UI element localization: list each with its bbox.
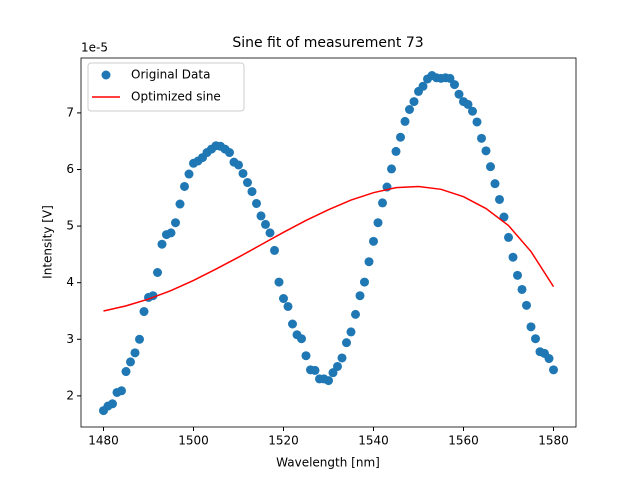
data-point xyxy=(544,354,554,364)
data-point xyxy=(351,309,360,319)
data-point xyxy=(369,236,378,246)
data-point xyxy=(342,338,351,348)
x-tick-label: 1520 xyxy=(268,434,299,448)
y-tick-label: 3 xyxy=(66,332,74,346)
data-point xyxy=(508,252,518,262)
data-point xyxy=(126,357,135,367)
data-point xyxy=(346,327,356,337)
data-point xyxy=(175,199,185,209)
legend-label: Optimized sine xyxy=(131,90,221,104)
data-point xyxy=(445,73,455,83)
data-point xyxy=(337,353,347,363)
data-point xyxy=(288,319,297,329)
data-point xyxy=(418,81,428,91)
data-point xyxy=(387,164,396,174)
data-point xyxy=(297,334,306,344)
data-point xyxy=(301,351,311,361)
data-point xyxy=(279,294,288,304)
y-tick-label: 6 xyxy=(66,162,74,176)
data-point xyxy=(499,212,509,222)
data-point xyxy=(153,267,162,277)
data-point xyxy=(472,117,482,127)
x-tick-label: 1500 xyxy=(178,434,209,448)
data-point xyxy=(184,169,194,179)
data-point xyxy=(252,198,261,208)
data-point xyxy=(310,365,320,375)
data-point xyxy=(549,365,558,375)
x-tick-label: 1480 xyxy=(88,434,119,448)
data-point xyxy=(355,291,365,301)
data-point xyxy=(283,301,293,311)
plot-frame xyxy=(80,57,577,428)
data-point xyxy=(121,367,131,377)
data-point xyxy=(171,218,180,228)
legend-marker xyxy=(101,70,111,80)
data-point xyxy=(364,257,374,267)
data-point xyxy=(261,219,270,229)
data-point xyxy=(333,361,342,371)
x-tick-label: 1560 xyxy=(448,434,479,448)
x-axis-label: Wavelength [nm] xyxy=(276,456,380,470)
legend-label: Original Data xyxy=(131,68,210,82)
y-tick-label: 2 xyxy=(66,388,74,402)
data-point xyxy=(531,334,540,344)
data-point xyxy=(378,198,387,208)
data-point xyxy=(238,168,248,178)
data-point xyxy=(477,133,486,143)
data-point xyxy=(130,348,140,358)
data-point xyxy=(180,181,189,191)
data-point xyxy=(468,106,477,116)
x-tick-label: 1580 xyxy=(538,434,569,448)
y-axis-label: Intensity [V] xyxy=(41,205,55,279)
data-point xyxy=(513,270,522,280)
data-point xyxy=(396,132,405,142)
data-point xyxy=(243,178,252,188)
data-point xyxy=(265,228,275,238)
data-point xyxy=(450,80,459,90)
y-tick-label: 5 xyxy=(66,219,74,233)
data-point xyxy=(481,146,491,156)
data-point xyxy=(486,162,495,172)
data-point xyxy=(135,334,144,344)
y-tick-label: 7 xyxy=(66,105,74,119)
data-point xyxy=(463,99,473,109)
data-point xyxy=(526,322,536,332)
data-point xyxy=(522,300,531,310)
data-point xyxy=(166,228,176,238)
legend-box xyxy=(87,62,245,112)
data-point xyxy=(360,277,369,287)
data-point xyxy=(324,376,333,386)
data-point xyxy=(225,148,234,158)
data-point xyxy=(247,187,257,197)
data-point xyxy=(256,211,266,221)
chart-title: Sine fit of measurement 73 xyxy=(232,35,423,51)
data-point xyxy=(117,386,126,396)
data-point xyxy=(157,239,167,249)
data-point xyxy=(373,218,383,228)
data-point xyxy=(504,232,513,242)
y-tick-label: 4 xyxy=(66,275,74,289)
data-point xyxy=(108,399,117,409)
data-point xyxy=(400,116,410,126)
data-point xyxy=(405,105,414,115)
data-point xyxy=(328,368,338,378)
data-point xyxy=(495,194,504,204)
data-point xyxy=(274,277,284,287)
data-point xyxy=(234,160,243,170)
x-tick-label: 1540 xyxy=(358,434,389,448)
data-point xyxy=(139,307,149,317)
data-point xyxy=(454,89,464,99)
data-point xyxy=(517,284,527,294)
data-point xyxy=(490,179,500,189)
offset-text: 1e-5 xyxy=(81,41,108,55)
data-point xyxy=(270,245,279,255)
data-point xyxy=(409,97,419,107)
data-point xyxy=(391,146,401,156)
fit-line xyxy=(103,185,555,312)
